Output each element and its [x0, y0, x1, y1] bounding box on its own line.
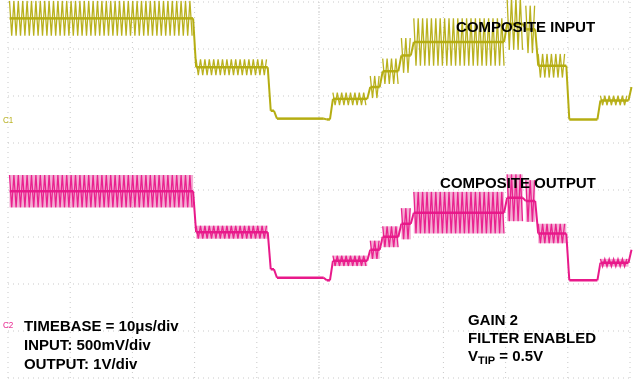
trace-2-edge-14	[627, 249, 633, 263]
trace-2-edge-2	[273, 268, 278, 279]
trace-1-burst-12	[537, 53, 566, 78]
trace-2-edge-6	[378, 236, 384, 250]
trace-1-burst-1	[195, 59, 268, 76]
channel-marker-c2: C2	[3, 321, 14, 330]
trace-2-edge-10	[522, 197, 527, 202]
trace-2-burst-12	[537, 223, 566, 244]
label-composite-output: COMPOSITE OUTPUT	[440, 175, 596, 192]
trace-1-edge-14	[627, 86, 633, 101]
trace-1-burst-11	[525, 5, 536, 54]
trace-1-edge-2	[273, 110, 278, 120]
label-output-scale: OUTPUT: 1V/div	[24, 356, 138, 373]
trace-2-edge-12	[565, 233, 571, 281]
trace-2-edge-4	[328, 260, 334, 281]
trace-2-burst-6	[369, 240, 380, 259]
trace-2-burst-8	[400, 208, 411, 240]
trace-1-edge-7	[397, 55, 403, 72]
trace-2-edge-3	[323, 276, 328, 282]
trace-1-edge-10	[521, 23, 527, 30]
trace-2-edge-5	[366, 249, 372, 262]
trace-2-burst-14	[599, 256, 628, 269]
trace-1-edge-12	[565, 65, 571, 120]
trace-1-edge-4	[328, 98, 334, 120]
trace-1-edge-8	[409, 41, 415, 56]
trace-2-burst-1	[195, 225, 268, 239]
trace-1-edge-13	[596, 100, 602, 120]
trace-1-edge-5	[366, 86, 372, 100]
trace-1-edge-11	[534, 29, 540, 66]
trace-1-burst-14	[599, 95, 628, 106]
trace-1-burst-6	[369, 75, 380, 99]
label-input-scale: INPUT: 500mV/div	[24, 337, 151, 354]
vtip-symbol: V	[468, 348, 479, 365]
vtip-value: = 0.5V	[495, 348, 544, 365]
label-gain: GAIN 2	[468, 312, 519, 329]
label-timebase: TIMEBASE = 10μs/div	[24, 318, 179, 335]
trace-2-edge-9	[503, 197, 509, 213]
label-vtip: VTIP = 0.5V	[468, 348, 543, 370]
vtip-subscript: TIP	[478, 355, 496, 367]
trace-1-edge-1	[266, 67, 272, 111]
trace-2-edge-0	[192, 191, 198, 233]
trace-2-edge-8	[409, 212, 415, 225]
trace-1-edge-3	[323, 117, 327, 121]
trace-1-edge-6	[378, 71, 384, 88]
trace-1-edge-9	[503, 23, 509, 43]
channel-marker-c1: C1	[3, 116, 14, 125]
label-filter: FILTER ENABLED	[468, 330, 597, 347]
trace-2-burst-11	[525, 180, 536, 222]
trace-2-edge-11	[534, 200, 540, 234]
trace-2-edge-13	[596, 262, 602, 281]
label-composite-input: COMPOSITE INPUT	[456, 19, 596, 36]
trace-2-edge-1	[266, 232, 272, 270]
trace-2-edge-7	[397, 223, 403, 237]
trace-1-burst-8	[400, 38, 411, 73]
trace-1-edge-0	[192, 18, 198, 68]
